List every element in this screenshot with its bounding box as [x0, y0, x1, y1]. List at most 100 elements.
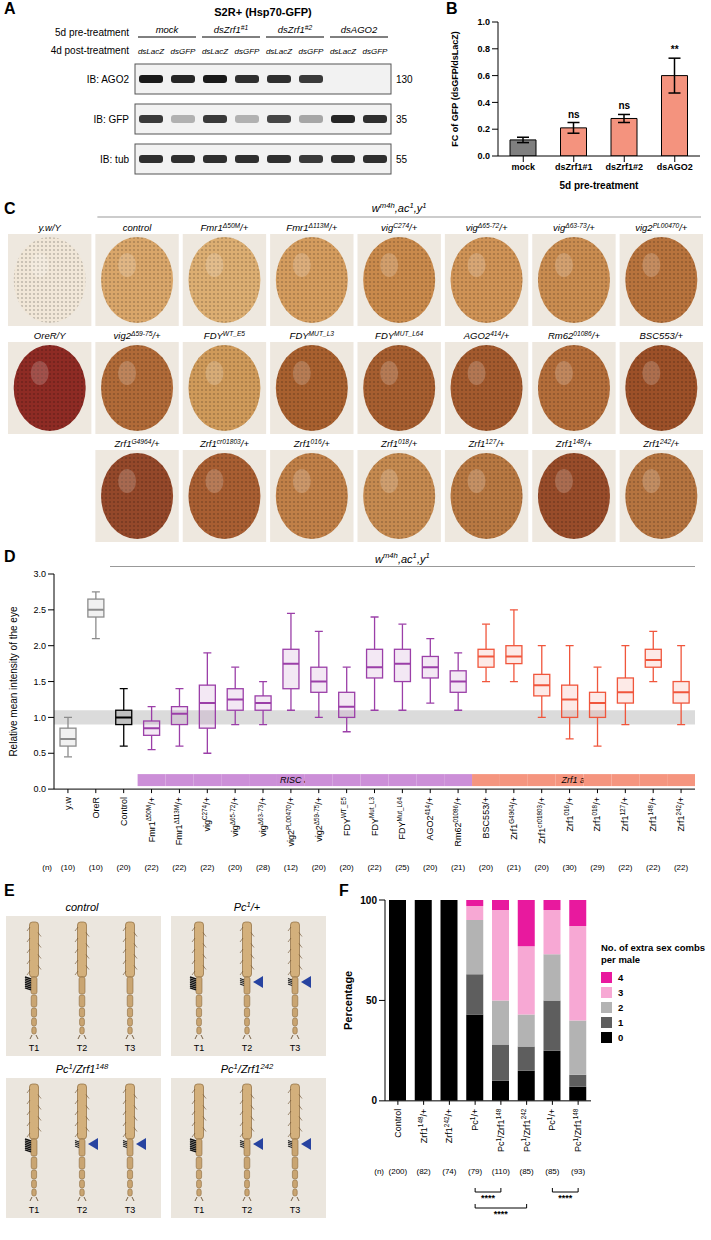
- svg-text:T3: T3: [125, 1205, 136, 1215]
- svg-text:(30): (30): [562, 863, 577, 872]
- svg-text:Zrf1242/+: Zrf1242/+: [642, 438, 680, 449]
- svg-text:(85): (85): [545, 1167, 560, 1176]
- svg-text:Zrf1cr01803/+: Zrf1cr01803/+: [536, 797, 547, 844]
- svg-text:vigC274/+: vigC274/+: [201, 797, 212, 831]
- svg-text:Fmr1Δ113M/+: Fmr1Δ113M/+: [173, 797, 184, 845]
- svg-text:(20): (20): [535, 863, 550, 872]
- svg-text:T2: T2: [242, 1205, 253, 1215]
- svg-text:dsGFP: dsGFP: [235, 47, 261, 56]
- svg-text:5d pre-treatment: 5d pre-treatment: [55, 27, 129, 38]
- svg-text:Zrf1148/+: Zrf1148/+: [555, 438, 593, 449]
- svg-text:T3: T3: [290, 1205, 301, 1215]
- svg-text:FDYMUT_L64: FDYMUT_L64: [375, 330, 423, 341]
- svg-text:vigΔ65-72/+: vigΔ65-72/+: [229, 797, 240, 837]
- svg-text:T3: T3: [125, 1043, 136, 1053]
- svg-text:(n): (n): [374, 1167, 384, 1176]
- svg-text:(79): (79): [468, 1167, 483, 1176]
- svg-text:FDYMut_L3: FDYMut_L3: [368, 797, 379, 837]
- svg-text:****: ****: [481, 1193, 496, 1203]
- svg-text:Fmr1Δ50M/+: Fmr1Δ50M/+: [145, 797, 156, 842]
- svg-text:(25): (25): [395, 863, 410, 872]
- svg-text:Zrf1cr01803/+: Zrf1cr01803/+: [199, 438, 250, 449]
- svg-text:Zrf1016/+: Zrf1016/+: [563, 797, 574, 831]
- svg-text:0.4: 0.4: [477, 98, 490, 108]
- svg-text:5d pre-treatment: 5d pre-treatment: [560, 180, 640, 191]
- svg-text:(110): (110): [492, 1167, 510, 1176]
- svg-text:mock: mock: [511, 162, 536, 172]
- svg-text:Pc1/Zrf1148: Pc1/Zrf1148: [495, 1108, 506, 1152]
- svg-text:FDYWT_E5: FDYWT_E5: [340, 797, 351, 836]
- svg-text:wm4h,ac1,y1: wm4h,ac1,y1: [372, 201, 427, 214]
- svg-text:Zrf1242/+: Zrf1242/+: [443, 1109, 454, 1143]
- svg-text:Pc1/Zrf1148: Pc1/Zrf1148: [56, 1062, 109, 1075]
- svg-text:dsLacZ: dsLacZ: [266, 47, 293, 56]
- svg-text:1.0: 1.0: [477, 17, 490, 27]
- svg-text:Zrf1G4964/+: Zrf1G4964/+: [114, 438, 160, 449]
- svg-text:control: control: [123, 222, 152, 233]
- svg-text:Pc1/Zrf1242: Pc1/Zrf1242: [221, 1062, 274, 1075]
- svg-text:(20): (20): [340, 863, 355, 872]
- svg-text:T3: T3: [290, 1043, 301, 1053]
- svg-text:dsLacZ: dsLacZ: [202, 47, 229, 56]
- svg-text:T1: T1: [194, 1205, 205, 1215]
- svg-text:vig2PL00470/+: vig2PL00470/+: [635, 222, 688, 233]
- svg-text:(20): (20): [312, 863, 327, 872]
- svg-text:control: control: [65, 901, 99, 913]
- svg-text:Zrf1016/+: Zrf1016/+: [293, 438, 331, 449]
- svg-text:0: 0: [371, 1095, 377, 1106]
- svg-text:FDYMUT_L3: FDYMUT_L3: [290, 330, 335, 341]
- svg-text:mock: mock: [156, 24, 180, 35]
- svg-text:(93): (93): [571, 1167, 586, 1176]
- svg-text:vigΔ63-73/+: vigΔ63-73/+: [553, 222, 595, 233]
- svg-text:35: 35: [396, 114, 408, 125]
- svg-text:dsLacZ: dsLacZ: [330, 47, 357, 56]
- svg-text:dsAGO2: dsAGO2: [341, 24, 378, 35]
- svg-text:50: 50: [366, 995, 378, 1006]
- svg-text:T2: T2: [77, 1043, 88, 1053]
- svg-text:(29): (29): [590, 863, 605, 872]
- svg-text:(85): (85): [520, 1167, 535, 1176]
- svg-text:dsAGO2: dsAGO2: [657, 162, 693, 172]
- svg-text:4d post-treatment: 4d post-treatment: [51, 45, 130, 56]
- svg-text:Control: Control: [393, 1109, 403, 1138]
- svg-text:AGO2414/+: AGO2414/+: [424, 797, 435, 840]
- svg-text:3.0: 3.0: [33, 569, 46, 579]
- svg-text:Zrf1242/+: Zrf1242/+: [675, 797, 686, 831]
- svg-text:55: 55: [396, 154, 408, 165]
- svg-text:dsZrf1#1: dsZrf1#1: [555, 162, 593, 172]
- svg-text:vigΔ63-73/+: vigΔ63-73/+: [257, 797, 268, 837]
- svg-text:y.w/Y: y.w/Y: [37, 222, 61, 233]
- svg-text:1.0: 1.0: [33, 713, 46, 723]
- svg-text:0.0: 0.0: [33, 784, 46, 794]
- svg-text:Zrf1148/+: Zrf1148/+: [647, 797, 658, 831]
- svg-text:(20): (20): [228, 863, 243, 872]
- svg-text:0.8: 0.8: [477, 44, 490, 54]
- svg-text:**: **: [671, 44, 679, 55]
- svg-text:vig2Δ59-75/+: vig2Δ59-75/+: [313, 797, 324, 842]
- svg-text:Zrf1127/+: Zrf1127/+: [467, 438, 505, 449]
- svg-text:Zrf1127/+: Zrf1127/+: [619, 797, 630, 831]
- svg-text:vigΔ65-72/+: vigΔ65-72/+: [466, 222, 508, 233]
- svg-text:(200): (200): [389, 1167, 408, 1176]
- svg-text:FC of GFP (dsGFP/dsLacZ): FC of GFP (dsGFP/dsLacZ): [450, 31, 460, 146]
- svg-text:(22): (22): [172, 863, 187, 872]
- svg-text:T1: T1: [194, 1043, 205, 1053]
- svg-text:OreR: OreR: [91, 797, 101, 819]
- svg-text:Pc1/Zrf1148: Pc1/Zrf1148: [572, 1108, 583, 1152]
- svg-text:AGO2414/+: AGO2414/+: [463, 330, 510, 341]
- svg-text:ns: ns: [568, 109, 580, 120]
- svg-text:T2: T2: [242, 1043, 253, 1053]
- svg-text:(20): (20): [117, 863, 132, 872]
- svg-text:Pc1/+: Pc1/+: [546, 1109, 557, 1131]
- svg-text:0.5: 0.5: [33, 748, 46, 758]
- svg-text:Zrf1148/+: Zrf1148/+: [417, 1109, 428, 1143]
- svg-text:(20): (20): [423, 863, 438, 872]
- svg-text:(22): (22): [646, 863, 661, 872]
- svg-text:****: ****: [494, 1209, 509, 1219]
- svg-text:Rm6201086/+: Rm6201086/+: [548, 330, 600, 341]
- svg-text:vigC274/+: vigC274/+: [381, 222, 418, 233]
- svg-text:(74): (74): [442, 1167, 457, 1176]
- svg-text:dsLacZ: dsLacZ: [138, 47, 165, 56]
- svg-text:(22): (22): [674, 863, 689, 872]
- svg-text:Fmr1Δ50M/+: Fmr1Δ50M/+: [201, 222, 249, 233]
